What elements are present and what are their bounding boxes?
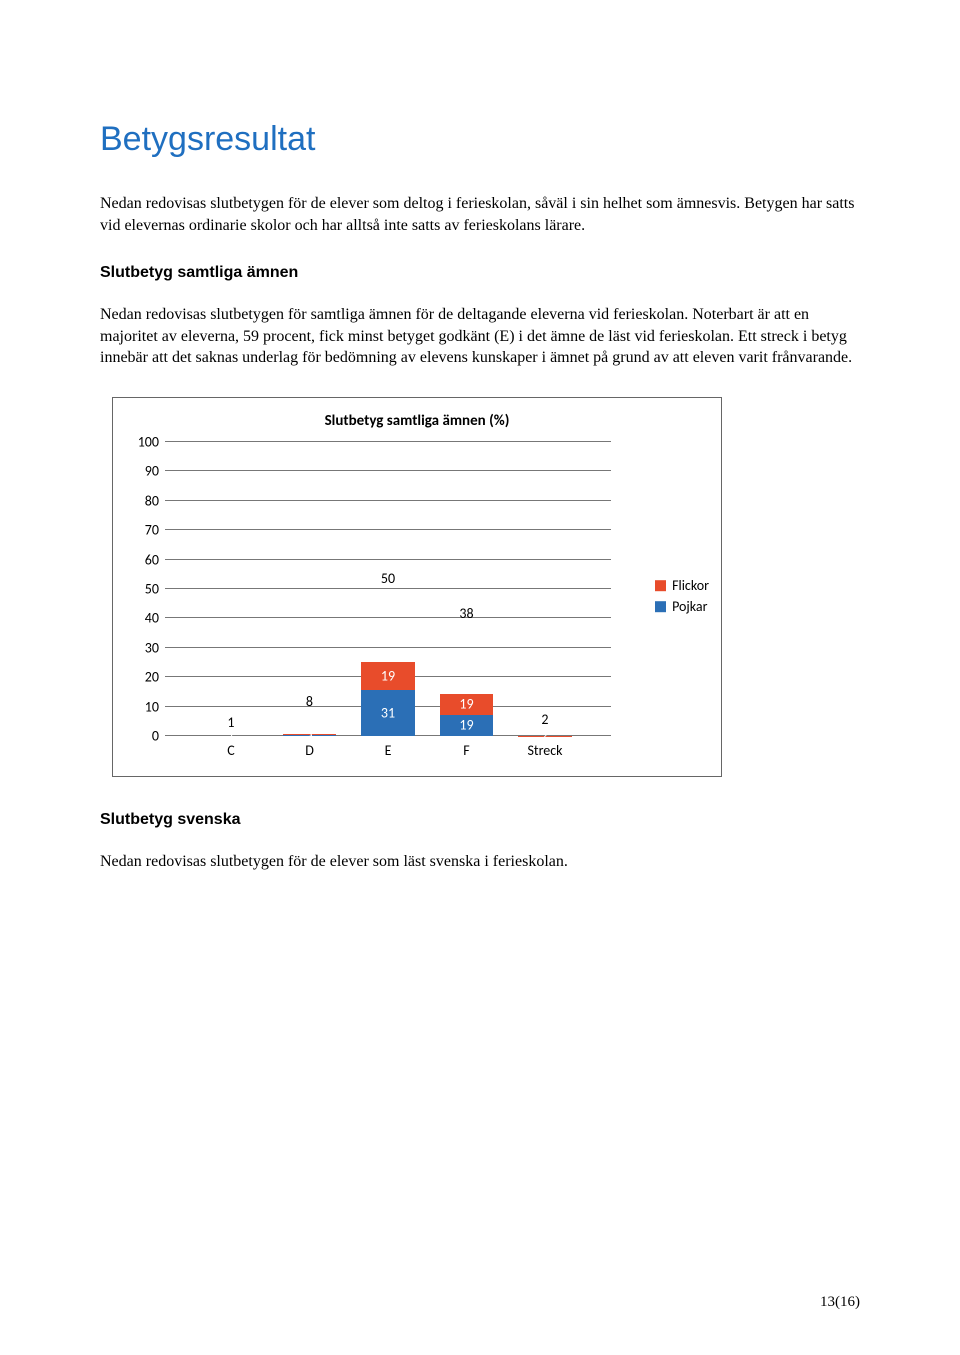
chart-container: Slutbetyg samtliga ämnen (%) 0 10 20 30 40 50… [112,397,722,777]
gridline: 80 [165,500,611,501]
bar-total-label: 1 [227,714,234,731]
y-tick-label: 60 [123,551,159,568]
y-tick-label: 20 [123,669,159,686]
bar-value-pojkar: 19 [459,717,473,734]
intro-text: Nedan redovisas slutbetygen för de eleve… [100,193,860,236]
bar-segment-flickor: 5 [283,734,337,735]
y-tick-label: 50 [123,580,159,597]
bar-value-flickor: 19 [381,668,395,685]
bar-total-label: 50 [381,570,395,587]
bar-total-label: 8 [306,693,313,710]
y-tick-label: 40 [123,610,159,627]
y-tick-label: 30 [123,639,159,656]
page-number: 13(16) [820,1294,860,1311]
swatch-flickor [655,580,666,591]
bar-group: 191938 [440,624,494,736]
x-tick-label: E [385,742,392,759]
legend: Flickor Pojkar [655,573,709,619]
legend-pojkar: Pojkar [655,598,709,615]
gridline: 70 [165,529,611,530]
bar-total-label: 38 [459,605,473,622]
y-tick-label: 70 [123,522,159,539]
swatch-pojkar [655,601,666,612]
bar-segment-pojkar: 31 [361,690,415,736]
legend-flickor-label: Flickor [672,577,709,594]
section1-heading: Slutbetyg samtliga ämnen [100,264,860,282]
page: Betygsresultat Nedan redovisas slutbetyg… [0,0,960,1355]
bar-segment-pojkar: 19 [440,715,494,736]
page-title: Betygsresultat [100,120,860,159]
legend-flickor: Flickor [655,577,709,594]
y-tick-label: 0 [123,727,159,744]
plot-area: 010203040506070809010011C358D311950E1919… [165,442,611,736]
x-tick-label: D [305,742,314,759]
gridline: 100 [165,441,611,442]
bar-value-flickor: 1 [228,729,234,743]
y-tick-label: 100 [123,433,159,450]
y-tick-label: 80 [123,492,159,509]
y-tick-label: 90 [123,463,159,480]
x-tick-label: Streck [527,742,562,759]
legend-pojkar-label: Pojkar [672,598,707,615]
gridline: 90 [165,470,611,471]
bar-group: 11 [204,733,258,736]
bar-group: 358 [283,712,337,736]
bar-total-label: 2 [541,711,548,728]
section1-body: Nedan redovisas slutbetygen för samtliga… [100,304,860,369]
y-tick-label: 10 [123,698,159,715]
bar-segment-flickor: 19 [440,694,494,715]
section2-heading: Slutbetyg svenska [100,811,860,829]
section2-body: Nedan redovisas slutbetygen för de eleve… [100,851,860,873]
bar-segment-flickor: 19 [361,662,415,690]
x-tick-label: F [463,742,469,759]
x-tick-label: C [227,742,234,759]
bar-value-flickor: 2 [542,729,548,743]
bar-group: 22 [518,730,572,736]
bar-group: 311950 [361,589,415,736]
bar-value-pojkar: 31 [381,705,395,722]
bar-value-flickor: 5 [306,728,312,742]
gridline: 60 [165,559,611,560]
chart-title: Slutbetyg samtliga ämnen (%) [125,412,709,430]
bar-value-flickor: 19 [459,696,473,713]
